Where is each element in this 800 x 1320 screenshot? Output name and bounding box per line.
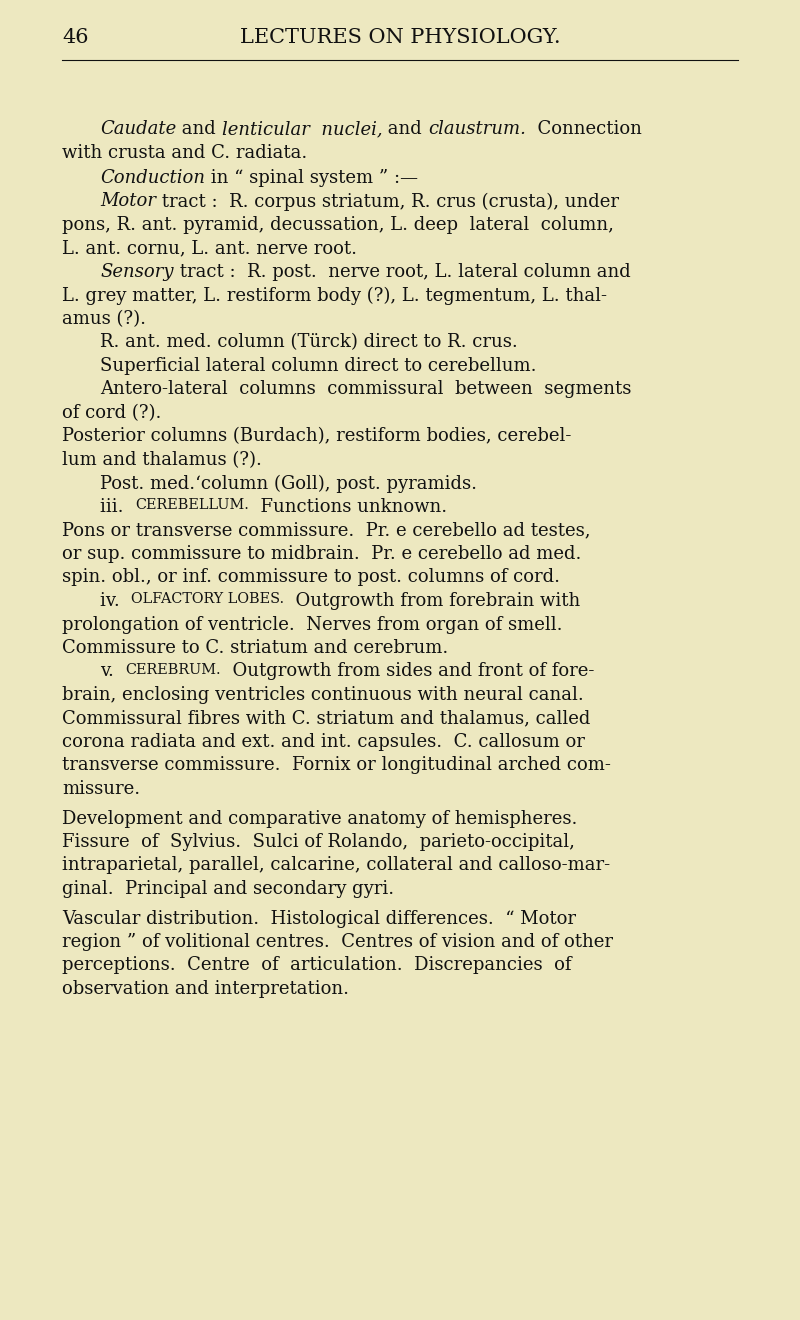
- Text: observation and interpretation.: observation and interpretation.: [62, 979, 349, 998]
- Text: tract :  R. post.  nerve root, L. lateral column and: tract : R. post. nerve root, L. lateral …: [174, 263, 630, 281]
- Text: of cord (?).: of cord (?).: [62, 404, 162, 422]
- Text: Vascular distribution.  Histological differences.  “ Motor: Vascular distribution. Histological diff…: [62, 909, 576, 928]
- Text: corona radiata and ext. and int. capsules.  C. callosum or: corona radiata and ext. and int. capsule…: [62, 733, 585, 751]
- Text: Outgrowth from forebrain with: Outgrowth from forebrain with: [284, 591, 581, 610]
- Text: claustrum.: claustrum.: [428, 120, 526, 139]
- Text: Fissure  of  Sylvius.  Sulci of Rolando,  parieto-occipital,: Fissure of Sylvius. Sulci of Rolando, pa…: [62, 833, 575, 851]
- Text: Development and comparative anatomy of hemispheres.: Development and comparative anatomy of h…: [62, 809, 578, 828]
- Text: Outgrowth from sides and front of fore-: Outgrowth from sides and front of fore-: [221, 663, 594, 681]
- Text: Post. med.‘column (Goll), post. pyramids.: Post. med.‘column (Goll), post. pyramids…: [100, 474, 477, 492]
- Text: intraparietal, parallel, calcarine, collateral and calloso-mar-: intraparietal, parallel, calcarine, coll…: [62, 857, 610, 874]
- Text: Caudate: Caudate: [100, 120, 176, 139]
- Text: Superficial lateral column direct to cerebellum.: Superficial lateral column direct to cer…: [100, 356, 537, 375]
- Text: with crusta and C. radiata.: with crusta and C. radiata.: [62, 144, 307, 161]
- Text: L. ant. cornu, L. ant. nerve root.: L. ant. cornu, L. ant. nerve root.: [62, 239, 357, 257]
- Text: Sensory: Sensory: [100, 263, 174, 281]
- Text: pons, R. ant. pyramid, decussation, L. deep  lateral  column,: pons, R. ant. pyramid, decussation, L. d…: [62, 216, 614, 234]
- Text: Posterior columns (Burdach), restiform bodies, cerebel-: Posterior columns (Burdach), restiform b…: [62, 428, 571, 446]
- Text: Motor: Motor: [100, 193, 156, 210]
- Text: v.: v.: [100, 663, 126, 681]
- Text: CEREBRUM.: CEREBRUM.: [126, 663, 221, 676]
- Text: iii.: iii.: [100, 498, 135, 516]
- Text: and: and: [176, 120, 222, 139]
- Text: LECTURES ON PHYSIOLOGY.: LECTURES ON PHYSIOLOGY.: [240, 28, 560, 48]
- Text: perceptions.  Centre  of  articulation.  Discrepancies  of: perceptions. Centre of articulation. Dis…: [62, 957, 571, 974]
- Text: Connection: Connection: [526, 120, 642, 139]
- Text: 46: 46: [62, 28, 89, 48]
- Text: R. ant. med. column (Türck) direct to R. crus.: R. ant. med. column (Türck) direct to R.…: [100, 334, 518, 351]
- Text: iv.: iv.: [100, 591, 131, 610]
- Text: transverse commissure.  Fornix or longitudinal arched com-: transverse commissure. Fornix or longitu…: [62, 756, 611, 775]
- Text: Commissural fibres with C. striatum and thalamus, called: Commissural fibres with C. striatum and …: [62, 710, 590, 727]
- Text: prolongation of ventricle.  Nerves from organ of smell.: prolongation of ventricle. Nerves from o…: [62, 615, 562, 634]
- Text: missure.: missure.: [62, 780, 140, 799]
- Text: lenticular  nuclei,: lenticular nuclei,: [222, 120, 382, 139]
- Text: amus (?).: amus (?).: [62, 310, 146, 327]
- Text: lum and thalamus (?).: lum and thalamus (?).: [62, 451, 262, 469]
- Text: brain, enclosing ventricles continuous with neural canal.: brain, enclosing ventricles continuous w…: [62, 686, 584, 704]
- Text: tract :  R. corpus striatum, R. crus (crusta), under: tract : R. corpus striatum, R. crus (cru…: [156, 193, 619, 211]
- Text: and: and: [382, 120, 428, 139]
- Text: Commissure to C. striatum and cerebrum.: Commissure to C. striatum and cerebrum.: [62, 639, 448, 657]
- Text: or sup. commissure to midbrain.  Pr. e cerebello ad med.: or sup. commissure to midbrain. Pr. e ce…: [62, 545, 582, 564]
- Text: ginal.  Principal and secondary gyri.: ginal. Principal and secondary gyri.: [62, 880, 394, 898]
- Text: Antero-lateral  columns  commissural  between  segments: Antero-lateral columns commissural betwe…: [100, 380, 631, 399]
- Text: Conduction: Conduction: [100, 169, 205, 187]
- Text: CEREBELLUM.: CEREBELLUM.: [135, 498, 249, 512]
- Text: spin. obl., or inf. commissure to post. columns of cord.: spin. obl., or inf. commissure to post. …: [62, 569, 560, 586]
- Text: region ” of volitional centres.  Centres of vision and of other: region ” of volitional centres. Centres …: [62, 933, 613, 950]
- Text: L. grey matter, L. restiform body (?), L. tegmentum, L. thal-: L. grey matter, L. restiform body (?), L…: [62, 286, 607, 305]
- Text: OLFACTORY LOBES.: OLFACTORY LOBES.: [131, 591, 284, 606]
- Text: in “ spinal system ” :—: in “ spinal system ” :—: [205, 169, 418, 187]
- Text: Functions unknown.: Functions unknown.: [249, 498, 447, 516]
- Text: Pons or transverse commissure.  Pr. e cerebello ad testes,: Pons or transverse commissure. Pr. e cer…: [62, 521, 590, 540]
